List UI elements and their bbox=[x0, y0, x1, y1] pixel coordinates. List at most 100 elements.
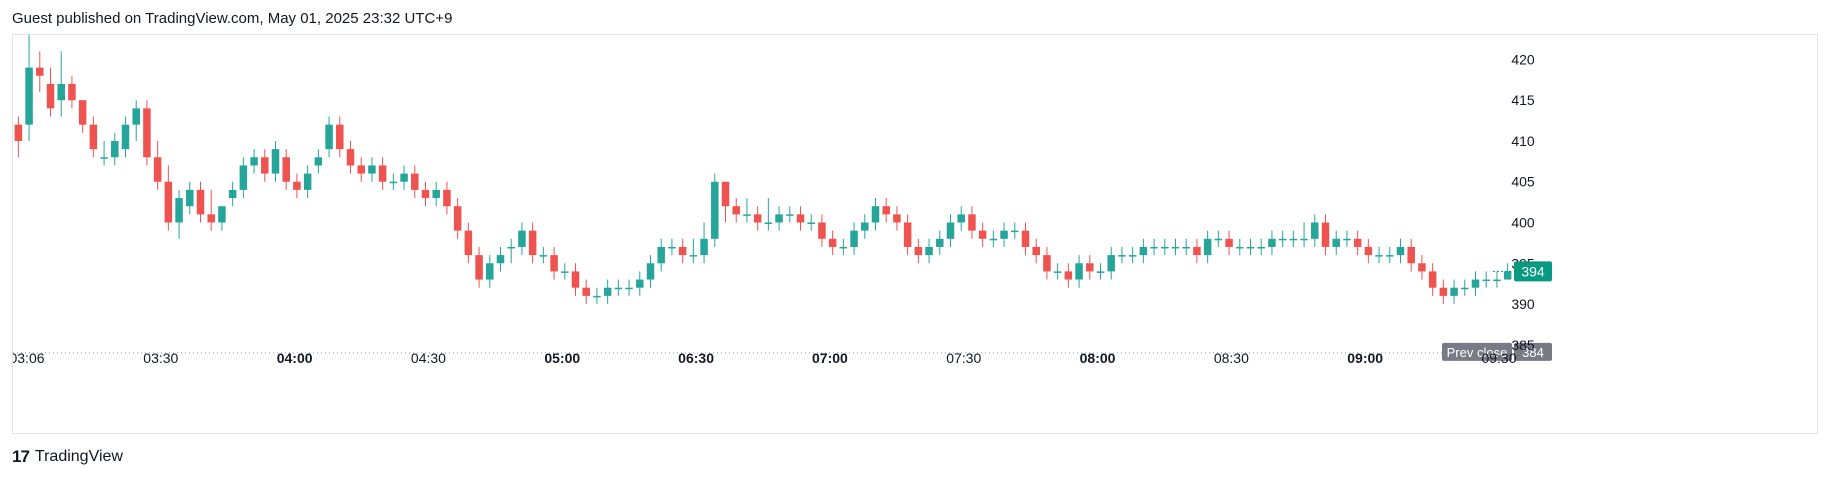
x-tick-label: 07:00 bbox=[812, 350, 848, 366]
y-tick-label: 410 bbox=[1511, 133, 1535, 149]
prev-close-layer: Prev close 384 bbox=[13, 342, 1552, 361]
candle-body bbox=[1011, 230, 1019, 233]
candle-body bbox=[1428, 271, 1437, 288]
candle-body bbox=[132, 108, 140, 125]
candle-body bbox=[357, 165, 365, 174]
candle-body bbox=[1450, 287, 1458, 296]
candle-body bbox=[689, 255, 698, 257]
candle-body bbox=[432, 189, 440, 199]
candle-body bbox=[925, 246, 933, 256]
candle-body bbox=[582, 287, 590, 296]
candle-body bbox=[1118, 255, 1126, 257]
candle-body bbox=[871, 206, 880, 223]
candle-body bbox=[1257, 246, 1265, 249]
candle-body bbox=[764, 222, 773, 224]
candle-body bbox=[1418, 263, 1426, 272]
candle-body bbox=[796, 214, 805, 223]
candle-body bbox=[261, 157, 269, 174]
candle-body bbox=[807, 222, 815, 224]
candle-body bbox=[957, 214, 965, 223]
candle-body bbox=[518, 230, 526, 247]
candle-body bbox=[464, 230, 473, 256]
x-tick-label: 04:00 bbox=[277, 350, 313, 366]
last-price-label-bg bbox=[1514, 261, 1552, 282]
prev-close-value: 384 bbox=[1522, 345, 1544, 360]
tradingview-logo-icon[interactable]: 17 bbox=[12, 447, 30, 466]
candle-body bbox=[946, 222, 955, 239]
candle-body bbox=[346, 149, 355, 166]
x-tick-label: 08:00 bbox=[1080, 350, 1116, 366]
candle-body bbox=[196, 189, 205, 215]
candle-body bbox=[57, 83, 65, 101]
candle-body bbox=[46, 83, 55, 109]
candle-body bbox=[1214, 238, 1223, 241]
candle-body bbox=[475, 255, 483, 280]
candle-body bbox=[293, 181, 301, 190]
candle-body bbox=[743, 214, 751, 216]
candle-body bbox=[282, 157, 290, 182]
candle-body bbox=[614, 287, 623, 290]
candle-body bbox=[753, 214, 762, 223]
candle-body bbox=[368, 165, 376, 174]
candle-body bbox=[325, 124, 333, 150]
x-tick-label: 07:30 bbox=[946, 350, 981, 366]
candle-body bbox=[1053, 271, 1062, 273]
brand-name[interactable]: TradingView bbox=[34, 448, 123, 465]
candle-body bbox=[1236, 246, 1244, 249]
candle-body bbox=[1107, 255, 1115, 272]
candle-body bbox=[882, 206, 890, 215]
candle-body bbox=[850, 230, 858, 247]
y-tick-label: 385 bbox=[1511, 337, 1535, 353]
candle-body bbox=[486, 263, 494, 280]
x-tick-label: 09:30 bbox=[1481, 350, 1516, 366]
candle-body bbox=[303, 173, 312, 190]
publish-info: Guest published on TradingView.com, May … bbox=[12, 10, 453, 27]
y-tick-label: 420 bbox=[1511, 51, 1535, 67]
candles-layer bbox=[14, 35, 1512, 305]
candle-body bbox=[111, 140, 119, 158]
candle-body bbox=[1332, 238, 1340, 247]
candle-body bbox=[443, 189, 451, 207]
prev-close-value-bg bbox=[1514, 342, 1552, 361]
candle-body bbox=[36, 67, 44, 76]
candle-body bbox=[1300, 238, 1308, 241]
candle-body bbox=[668, 246, 676, 249]
candle-body bbox=[496, 255, 505, 264]
candle-body bbox=[818, 222, 826, 239]
candle-body bbox=[893, 214, 901, 223]
candle-body bbox=[1407, 246, 1415, 264]
candle-body bbox=[1343, 238, 1351, 241]
candle-body bbox=[1471, 279, 1480, 288]
candle-body bbox=[411, 173, 419, 190]
candle-body bbox=[507, 246, 515, 249]
candle-body bbox=[786, 214, 794, 216]
prev-close-label: Prev close bbox=[1447, 345, 1508, 360]
candle-body bbox=[711, 181, 719, 239]
candle-body bbox=[89, 124, 98, 150]
candle-body bbox=[14, 124, 23, 141]
candle-body bbox=[989, 238, 998, 241]
candle-body bbox=[1193, 246, 1201, 256]
y-tick-label: 415 bbox=[1511, 92, 1535, 108]
candle-body bbox=[1086, 263, 1094, 272]
candle-body bbox=[228, 189, 237, 199]
y-tick-label: 405 bbox=[1511, 174, 1535, 190]
candle-body bbox=[25, 67, 33, 125]
candle-body bbox=[1289, 238, 1298, 241]
x-tick-label: 03:06 bbox=[13, 350, 45, 366]
candle-body bbox=[1021, 230, 1030, 247]
candle-body bbox=[1439, 287, 1448, 296]
x-tick-label: 09:00 bbox=[1347, 350, 1383, 366]
candle-body bbox=[1000, 230, 1008, 239]
candle-body bbox=[1321, 222, 1330, 247]
candle-body bbox=[1225, 238, 1233, 247]
time-axis: 03:06 03:30 04:00 04:30 05:00 06:30 07:00 07:30… bbox=[13, 350, 1517, 366]
candle-body bbox=[186, 189, 194, 207]
candle-body bbox=[839, 246, 848, 249]
candle-body bbox=[271, 149, 280, 174]
candle-body bbox=[528, 230, 537, 256]
candle-body bbox=[861, 222, 869, 231]
candle-body bbox=[1150, 246, 1158, 249]
